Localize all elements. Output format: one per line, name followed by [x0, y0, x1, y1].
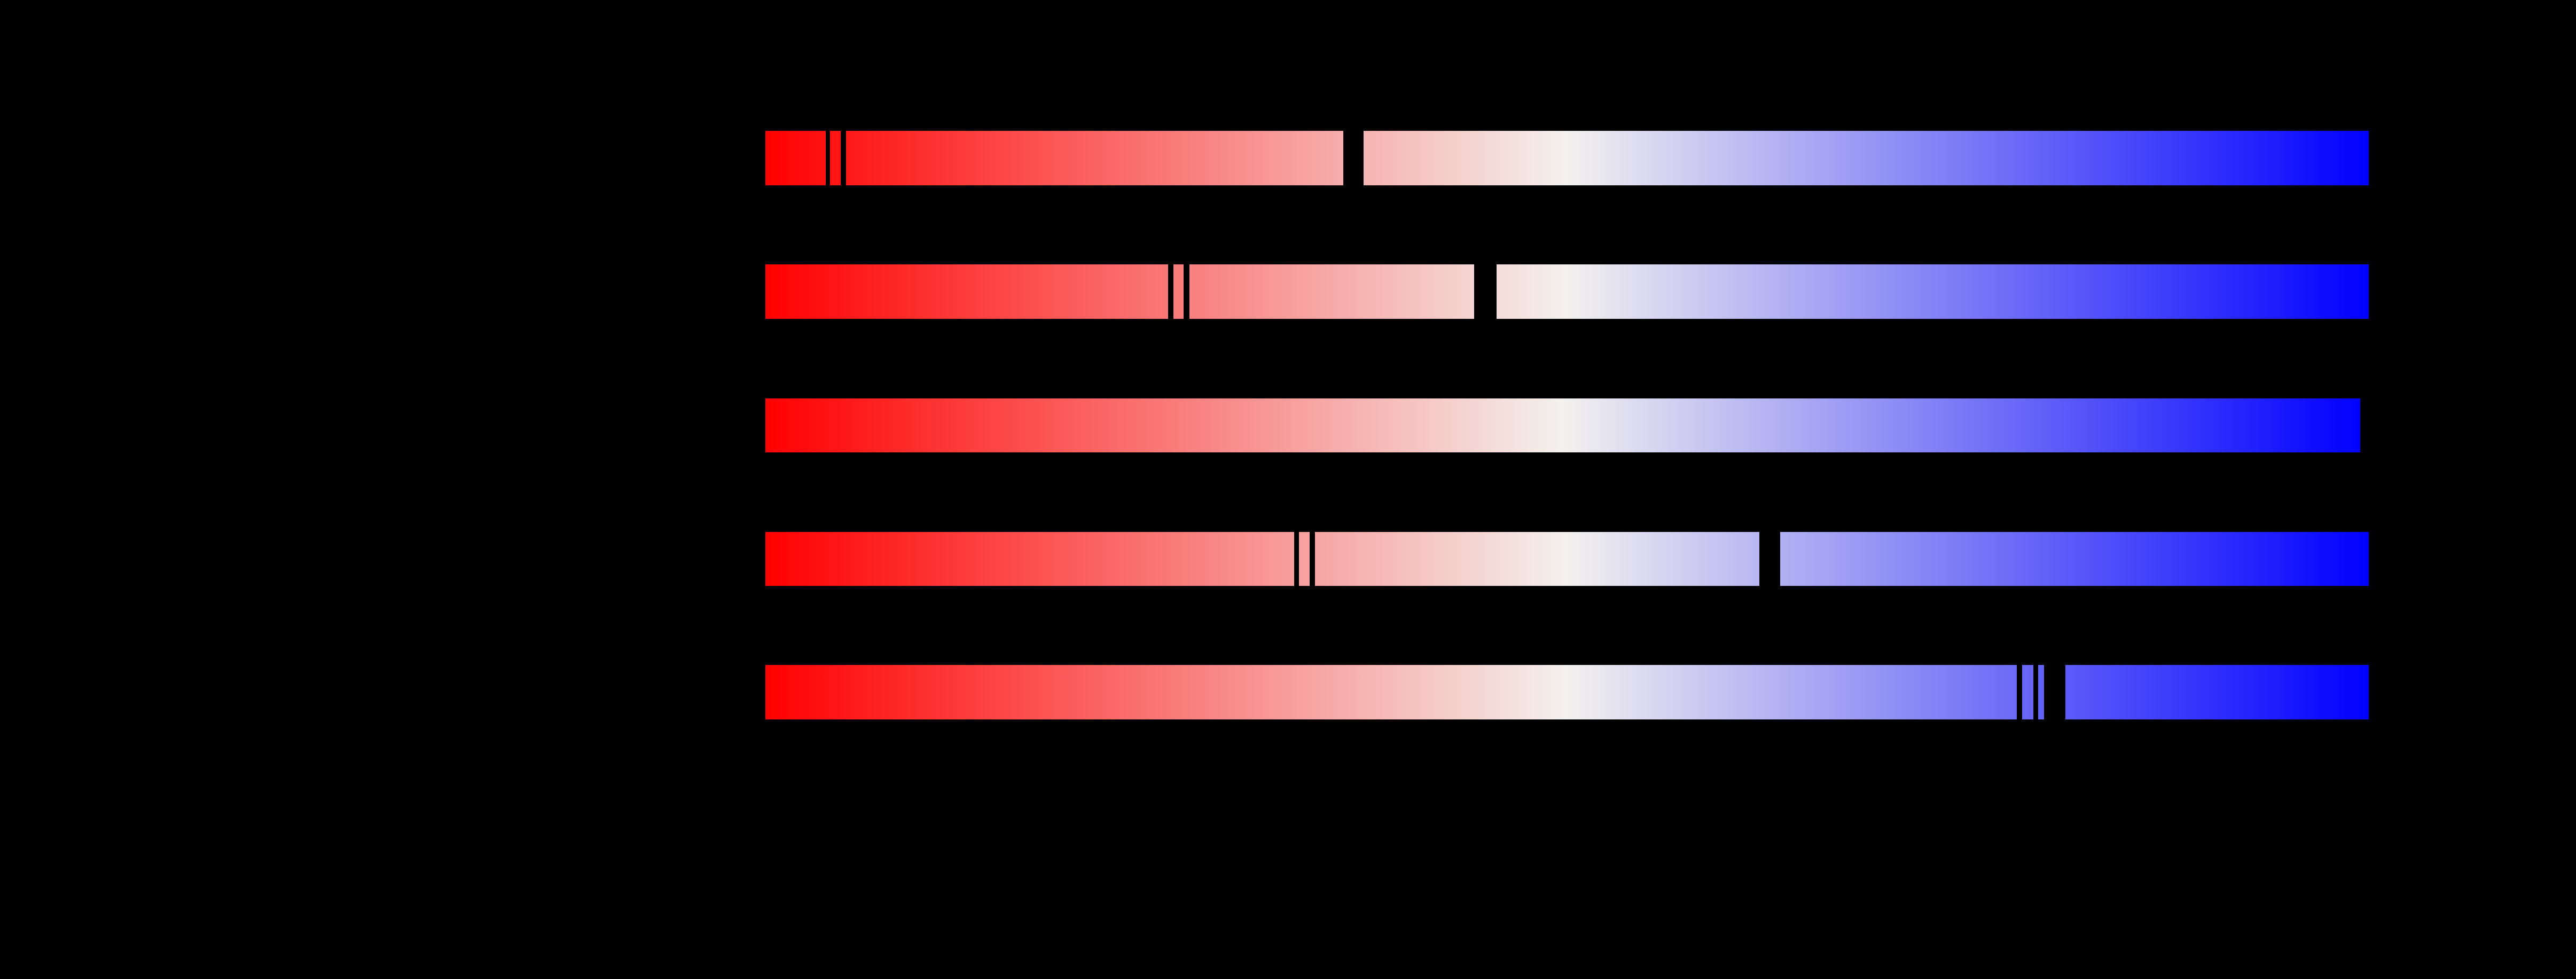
gradient-bar-row4	[765, 532, 2369, 586]
gradient-bar-row5	[765, 665, 2369, 719]
gradient-bar-row1	[765, 131, 2369, 185]
thin-tick-marker	[1310, 532, 1315, 586]
thick-tick-marker	[1759, 532, 1780, 586]
thick-tick-marker	[2044, 665, 2065, 719]
thin-tick-marker	[1184, 264, 1189, 319]
thick-tick-marker	[1343, 131, 1364, 185]
thin-tick-marker	[1168, 264, 1173, 319]
gradient-bar-row2	[765, 264, 2369, 319]
thin-tick-marker	[841, 131, 846, 185]
thin-tick-marker	[2033, 665, 2038, 719]
thin-tick-marker	[2017, 665, 2022, 719]
thick-tick-marker	[1474, 264, 1497, 319]
thin-tick-marker	[1294, 532, 1299, 586]
thin-tick-marker	[826, 131, 830, 185]
gradient-bar-row3	[765, 398, 2360, 452]
